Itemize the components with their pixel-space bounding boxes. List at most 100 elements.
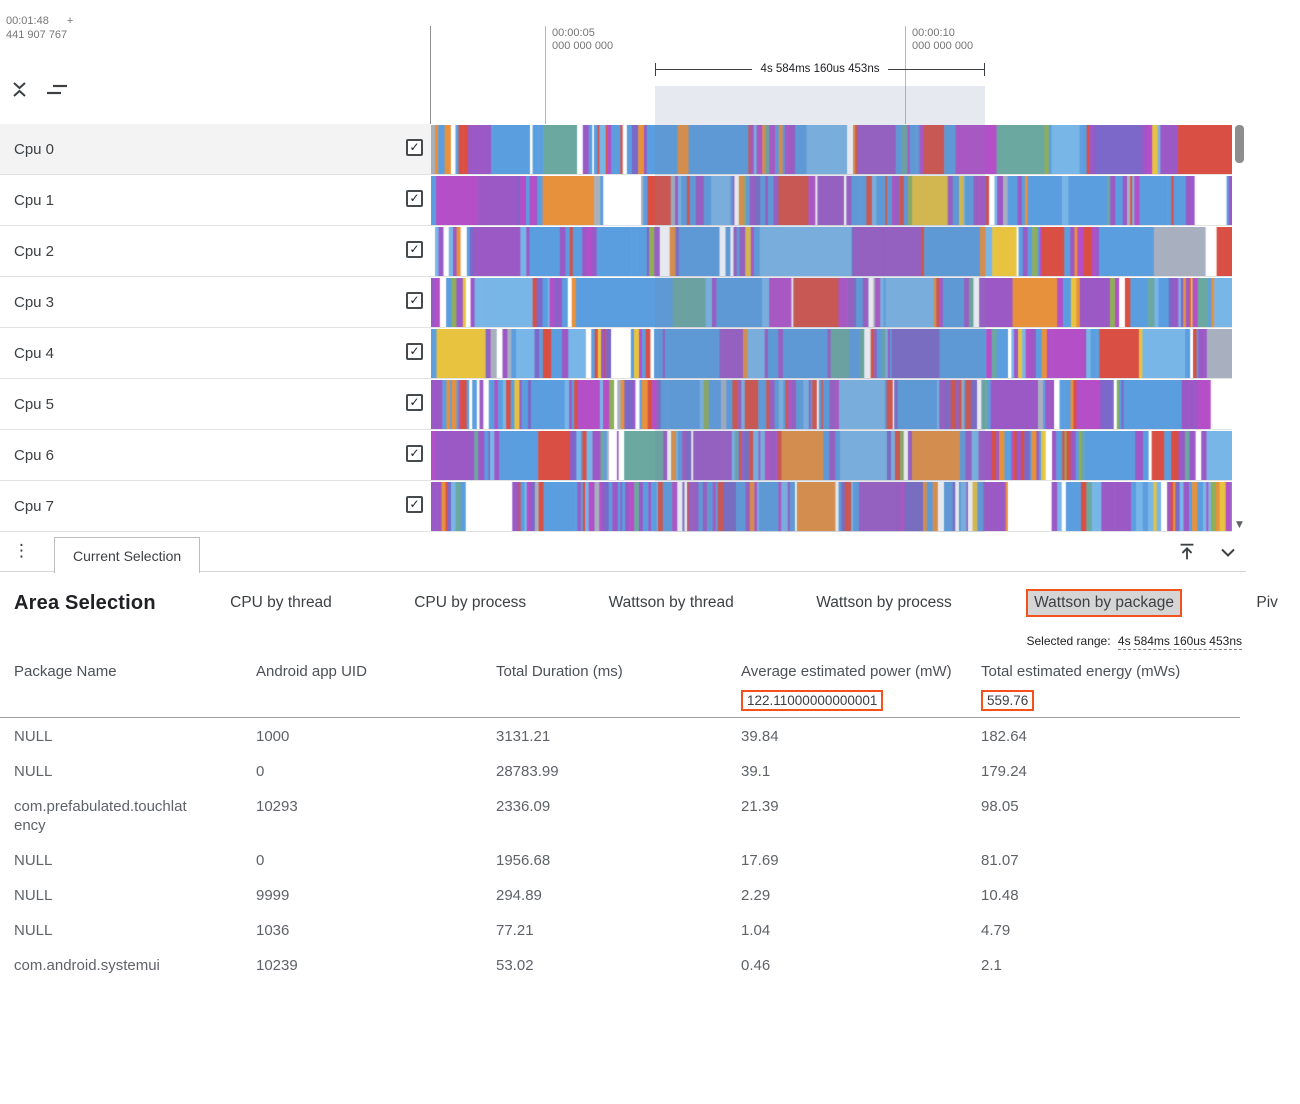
track-row: Cpu 6 ✓ — [0, 430, 1232, 481]
summary-empty-cell — [256, 690, 496, 711]
table-cell: com.prefabulated.touchlatency — [14, 798, 187, 834]
details-panel: Area Selection CPU by thread CPU by proce… — [0, 572, 1300, 1104]
chevron-down-icon[interactable] — [1216, 540, 1240, 564]
summary-empty-cell — [496, 690, 741, 711]
track-label: Cpu 3 — [14, 293, 55, 311]
table-cell: 4.79 — [981, 922, 1011, 939]
table-cell: NULL — [14, 763, 53, 780]
tab-cpu-by-thread[interactable]: CPU by thread — [230, 594, 332, 611]
table-cell: 1956.68 — [496, 852, 551, 869]
table-row: NULL 1036 77.21 1.04 4.79 — [0, 912, 1240, 947]
tracks-scrollbar[interactable]: ▼ — [1233, 124, 1246, 532]
track-shell[interactable]: Cpu 5 — [0, 379, 431, 429]
tab-wattson-by-process[interactable]: Wattson by process — [816, 594, 952, 611]
track-label: Cpu 2 — [14, 242, 55, 260]
track-shell[interactable]: Cpu 3 — [0, 277, 431, 327]
table-cell: 10.48 — [981, 887, 1019, 904]
sort-tracks-icon[interactable] — [45, 81, 69, 99]
cpu-track-canvas[interactable] — [431, 227, 1232, 276]
tab-current-selection[interactable]: Current Selection — [54, 537, 201, 573]
table-cell: 0.46 — [741, 957, 771, 974]
table-cell: 9999 — [256, 887, 290, 904]
track-checkbox[interactable]: ✓ — [406, 343, 423, 360]
scrollbar-down-icon[interactable]: ▼ — [1236, 520, 1243, 530]
track-checkbox[interactable]: ✓ — [406, 190, 423, 207]
summary-value-avg-power: 122.11000000000001 — [741, 690, 884, 711]
kebab-menu-icon[interactable]: ⋮ — [13, 541, 30, 561]
track-checkbox[interactable]: ✓ — [406, 292, 423, 309]
column-header-total-duration[interactable]: Total Duration (ms) — [496, 663, 623, 680]
track-checkbox[interactable]: ✓ — [406, 241, 423, 258]
cpu-track-canvas[interactable] — [431, 431, 1232, 480]
tab-current-selection-label: Current Selection — [73, 547, 182, 564]
cursor-time: 00:01:48 — [6, 15, 49, 27]
track-label: Cpu 6 — [14, 446, 55, 464]
table-cell: 39.1 — [741, 763, 771, 780]
track-shell[interactable]: Cpu 7 — [0, 481, 431, 531]
cpu-track-canvas[interactable] — [431, 125, 1232, 174]
table-cell: 179.24 — [981, 763, 1027, 780]
track-row: Cpu 4 ✓ — [0, 328, 1232, 379]
track-checkbox[interactable]: ✓ — [406, 394, 423, 411]
table-cell: com.android.systemui — [14, 957, 160, 974]
track-checkbox[interactable]: ✓ — [406, 496, 423, 513]
track-checkbox[interactable]: ✓ — [406, 445, 423, 462]
column-header-android-app-uid[interactable]: Android app UID — [256, 663, 367, 680]
table-cell: 3131.21 — [496, 728, 551, 745]
table-row: NULL 0 28783.99 39.1 179.24 — [0, 753, 1240, 788]
track-shell[interactable]: Cpu 2 — [0, 226, 431, 276]
cursor-nanoseconds: 441 907 767 — [6, 29, 68, 41]
table-cell: NULL — [14, 922, 53, 939]
time-tick — [905, 26, 906, 124]
time-tick — [545, 26, 546, 124]
collapse-tracks-icon[interactable] — [10, 80, 29, 99]
track-shell[interactable]: Cpu 1 — [0, 175, 431, 225]
track-shell[interactable]: Cpu 0 — [0, 124, 431, 174]
cpu-track-canvas[interactable] — [431, 278, 1232, 327]
cpu-track-canvas[interactable] — [431, 176, 1232, 225]
tab-piv[interactable]: Piv — [1256, 594, 1278, 611]
cpu-track-canvas[interactable] — [431, 482, 1232, 531]
table-cell: 10293 — [256, 798, 298, 815]
table-cell: 2336.09 — [496, 798, 551, 815]
table-cell: 98.05 — [981, 798, 1019, 815]
checkmark-icon: ✓ — [409, 344, 420, 358]
table-row: com.prefabulated.touchlatency 10293 2336.0… — [0, 788, 1240, 842]
table-cell: 77.21 — [496, 922, 534, 939]
track-row: Cpu 5 ✓ — [0, 379, 1232, 430]
checkmark-icon: ✓ — [409, 446, 420, 460]
table-summary-row: 122.11000000000001 559.76 — [0, 682, 1240, 718]
track-shell[interactable]: Cpu 4 — [0, 328, 431, 378]
details-panel-header: ⋮ Current Selection — [0, 532, 1246, 573]
timeline-ruler[interactable]: 00:01:48 + 441 907 767 4s 584ms 160us 453… — [0, 0, 1300, 124]
cpu-track-canvas[interactable] — [431, 329, 1232, 378]
table-cell: 21.39 — [741, 798, 779, 815]
tab-wattson-by-package[interactable]: Wattson by package — [1026, 589, 1182, 617]
table-cell: 1036 — [256, 922, 290, 939]
checkmark-icon: ✓ — [409, 497, 420, 511]
tab-wattson-by-thread[interactable]: Wattson by thread — [608, 594, 734, 611]
track-checkbox[interactable]: ✓ — [406, 139, 423, 156]
selected-range-value[interactable]: 4s 584ms 160us 453ns — [1117, 634, 1242, 650]
range-end-tick — [984, 62, 986, 76]
table-cell: 39.84 — [741, 728, 779, 745]
table-row: NULL 9999 294.89 2.29 10.48 — [0, 877, 1240, 912]
column-header-total-estimated-energy[interactable]: Total estimated energy (mWs) — [981, 663, 1181, 680]
selected-range-row: Selected range: 4s 584ms 160us 453ns — [0, 634, 1242, 650]
scrollbar-thumb[interactable] — [1235, 125, 1244, 163]
range-line-right — [888, 68, 985, 70]
cpu-track-canvas[interactable] — [431, 380, 1232, 429]
checkmark-icon: ✓ — [409, 242, 420, 256]
column-header-average-estimated-power[interactable]: Average estimated power (mW) — [741, 663, 952, 680]
table-cell: 1000 — [256, 728, 290, 745]
checkmark-icon: ✓ — [409, 140, 420, 154]
table-cell: 1.04 — [741, 922, 771, 939]
track-row: Cpu 1 ✓ — [0, 175, 1232, 226]
column-header-package-name[interactable]: Package Name — [14, 663, 117, 680]
vertical-align-top-icon[interactable] — [1176, 541, 1198, 563]
table-cell: 294.89 — [496, 887, 542, 904]
track-label: Cpu 0 — [14, 140, 55, 158]
tab-cpu-by-process[interactable]: CPU by process — [414, 594, 527, 611]
track-shell[interactable]: Cpu 6 — [0, 430, 431, 480]
results-table: Package Name Android app UID Total Durat… — [0, 652, 1240, 982]
